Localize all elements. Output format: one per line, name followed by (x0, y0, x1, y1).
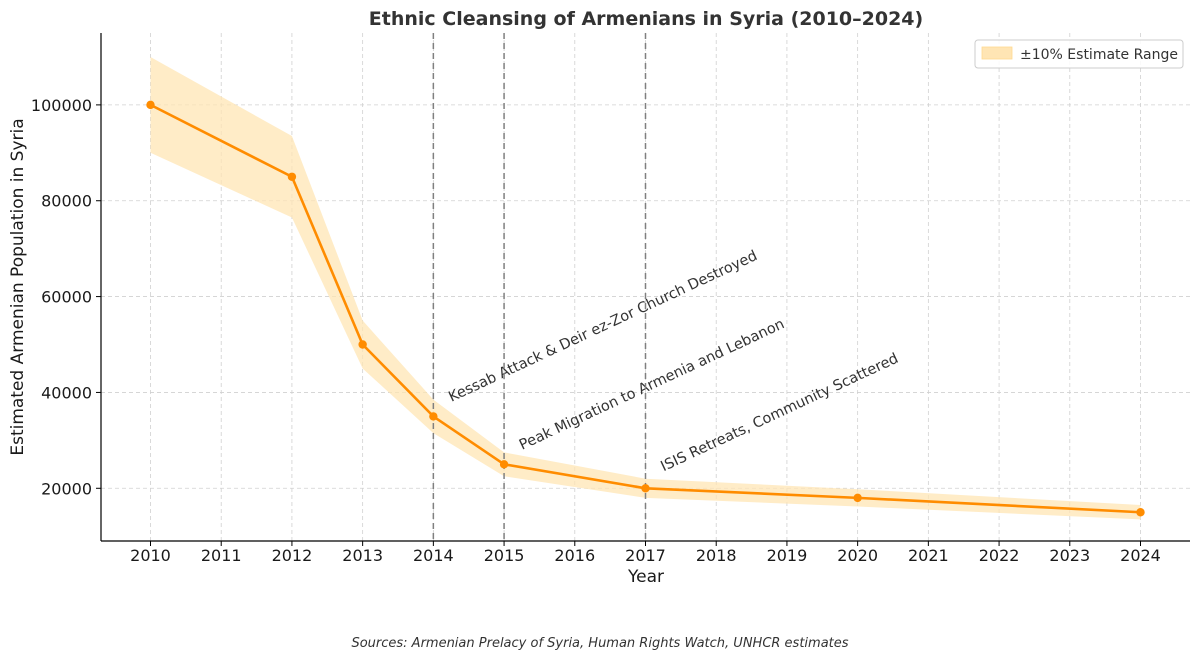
y-tick-label: 40000 (41, 383, 92, 402)
data-point (429, 412, 438, 421)
x-axis-label: Year (627, 567, 664, 587)
legend: ±10% Estimate Range (974, 39, 1184, 69)
chart-title: Ethnic Cleansing of Armenians in Syria (… (369, 8, 923, 30)
axes (96, 33, 1190, 546)
x-tick-label: 2023 (1049, 546, 1090, 565)
data-point (641, 484, 650, 493)
series-layer (146, 100, 1145, 517)
source-note: Sources: Armenian Prelacy of Syria, Huma… (351, 636, 849, 651)
y-tick-label: 20000 (41, 479, 92, 498)
data-point (853, 493, 862, 503)
y-tick-label: 80000 (41, 192, 92, 211)
series-line (149, 103, 1141, 514)
tick-labels: 2010 2011 2012 2013 2014 2015 2016 2017 2018 2019… (31, 96, 1161, 565)
legend-box (974, 39, 1184, 69)
x-tick-label: 2015 (484, 546, 525, 565)
x-tick-label: 2011 (201, 546, 242, 565)
x-tick-label: 2022 (979, 546, 1020, 565)
x-tick-label: 2024 (1120, 546, 1161, 565)
legend-swatch (981, 46, 1013, 60)
x-tick-label: 2010 (130, 546, 171, 565)
x-tick-label: 2017 (625, 546, 666, 565)
data-point (287, 172, 297, 181)
x-tick-label: 2019 (767, 546, 808, 565)
x-tick-label: 2020 (837, 546, 878, 565)
y-tick-label: 100000 (31, 96, 92, 115)
x-tick-label: 2018 (696, 546, 737, 565)
data-point (1136, 508, 1145, 517)
x-tick-label: 2013 (342, 546, 383, 565)
data-point (146, 100, 155, 110)
data-point (499, 460, 509, 469)
x-tick-label: 2021 (908, 546, 949, 565)
legend-label: ±10% Estimate Range (1020, 47, 1178, 63)
x-tick-label: 2012 (272, 546, 313, 565)
y-tick-label: 60000 (41, 288, 92, 307)
estimate-range-band (150, 56, 1141, 520)
x-tick-label: 2016 (554, 546, 595, 565)
event-annotation: Kessab Attack & Deir ez-Zor Church Destr… (446, 248, 760, 406)
x-tick-label: 2014 (413, 546, 454, 565)
y-axis-label: Estimated Armenian Population in Syria (8, 118, 28, 455)
estimate-range-band-layer (150, 56, 1141, 520)
data-point (358, 340, 367, 349)
